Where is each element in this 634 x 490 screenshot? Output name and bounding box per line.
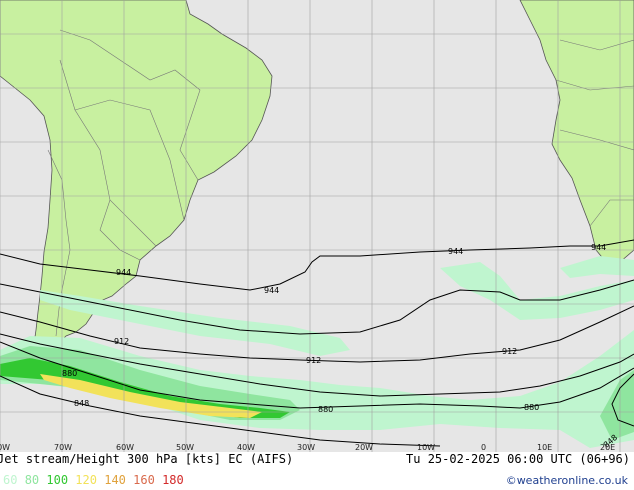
lon-label: 10W xyxy=(417,443,435,452)
contour-label: 912 xyxy=(114,337,129,346)
legend-value: 140 xyxy=(104,473,126,487)
jet-60kt-east xyxy=(560,256,634,278)
footer: Jet stream/Height 300 hPa [kts] EC (AIFS… xyxy=(0,452,634,490)
contour-848b xyxy=(611,373,634,427)
lon-label: 80W xyxy=(0,443,10,452)
contour-label: 880 xyxy=(524,403,539,412)
legend-value: 80 xyxy=(24,473,40,487)
contour-label: 944 xyxy=(448,247,463,256)
contour-880 xyxy=(0,341,634,409)
lon-label: 60W xyxy=(116,443,134,452)
legend-value: 180 xyxy=(162,473,184,487)
legend-value: 60 xyxy=(3,473,18,487)
contour-912 xyxy=(0,305,634,363)
country-borders xyxy=(47,29,201,337)
contour-label: 880 xyxy=(62,369,77,378)
lon-label: 20E xyxy=(600,443,615,452)
jet-60kt-band xyxy=(440,262,634,320)
lat-lon-grid xyxy=(0,0,634,452)
africa-borders xyxy=(555,39,634,227)
legend-value: 120 xyxy=(75,473,97,487)
lon-label: 20W xyxy=(355,443,373,452)
contour-label: 944 xyxy=(591,243,606,252)
map-panel: 944 944 944 944 912 912 912 880 880 880 … xyxy=(0,0,634,452)
lon-label: 0 xyxy=(481,443,486,452)
lon-label: 50W xyxy=(176,443,194,452)
contour-944 xyxy=(0,239,634,291)
lon-label: 40W xyxy=(237,443,255,452)
forecast-time: Tu 25-02-2025 06:00 UTC (06+96) xyxy=(406,452,630,466)
contour-label: 944 xyxy=(264,286,279,295)
contour-912b xyxy=(0,279,634,335)
wind-speed-legend: 60 80 100 120 140 160 180 xyxy=(3,473,184,487)
contour-label: 848 xyxy=(74,399,89,408)
height-contours xyxy=(0,239,634,447)
lon-label: 30W xyxy=(297,443,315,452)
contour-label: 880 xyxy=(318,405,333,414)
lon-label: 70W xyxy=(54,443,72,452)
contour-848 xyxy=(0,375,441,447)
longitude-labels: 80W 70W 60W 50W 40W 30W 20W 10W 0 10E 20… xyxy=(0,443,615,452)
contour-label: 944 xyxy=(116,268,131,277)
weather-map: 944 944 944 944 912 912 912 880 880 880 … xyxy=(0,0,634,452)
contour-label: 912 xyxy=(306,356,321,365)
legend-value: 160 xyxy=(133,473,155,487)
contour-880b xyxy=(0,333,634,397)
credit-link[interactable]: ©weatheronline.co.uk xyxy=(505,474,628,487)
jet-100kt xyxy=(0,358,290,418)
map-title: Jet stream/Height 300 hPa [kts] EC (AIFS… xyxy=(0,452,294,466)
contour-label: 912 xyxy=(502,347,517,356)
jet-120kt xyxy=(40,374,262,418)
lon-label: 10E xyxy=(537,443,552,452)
legend-value: 100 xyxy=(46,473,69,487)
